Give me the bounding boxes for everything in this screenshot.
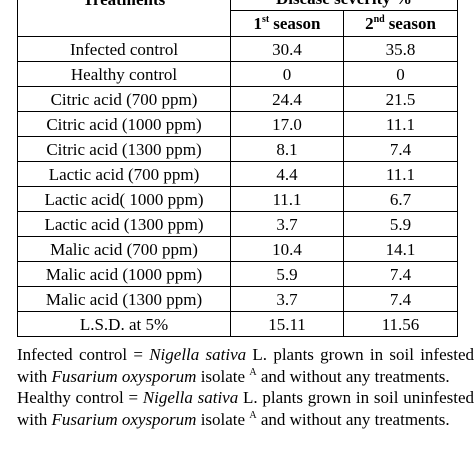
- notes: Infected control = Nigella sativa L. pla…: [17, 344, 474, 430]
- treatments-header: Treatments: [17, 0, 231, 37]
- note-text: A: [249, 366, 257, 378]
- treatment-cell: Citric acid (700 ppm): [17, 86, 231, 112]
- severity-cell: 7.4: [343, 136, 458, 162]
- season-number: 2: [365, 14, 374, 33]
- table-row: Infected control 30.4 35.8: [17, 36, 458, 62]
- severity-cell: 11.1: [343, 111, 458, 137]
- note-text: L. plants grown in soil infested with: [17, 345, 474, 386]
- severity-cell: 7.4: [343, 261, 458, 287]
- severity-cell: 14.1: [343, 236, 458, 262]
- season-text: season: [273, 14, 321, 33]
- severity-cell: 30.4: [230, 36, 344, 62]
- treatment-cell: Malic acid (1000 ppm): [17, 261, 231, 287]
- severity-cell: 6.7: [343, 186, 458, 212]
- season-text: season: [388, 14, 436, 33]
- table-row: Lactic acid (700 ppm) 4.4 11.1: [17, 161, 458, 187]
- table-row: Citric acid (1300 ppm) 8.1 7.4: [17, 136, 458, 162]
- severity-cell: 0: [230, 61, 344, 87]
- table-row: Malic acid (1300 ppm) 3.7 7.4: [17, 286, 458, 312]
- season-suffix: st: [262, 14, 270, 25]
- severity-cell: 5.9: [230, 261, 344, 287]
- note-text: and without any treatments.: [256, 409, 450, 429]
- severity-cell: 24.4: [230, 86, 344, 112]
- note-text: Fusarium oxysporum: [51, 409, 197, 429]
- note-text: A: [249, 409, 257, 421]
- season-header: 1st season: [230, 10, 344, 37]
- treatment-cell: L.S.D. at 5%: [17, 311, 231, 337]
- note: Infected control = Nigella sativa L. pla…: [17, 344, 474, 387]
- severity-cell: 3.7: [230, 286, 344, 312]
- note-text: isolate: [196, 409, 250, 429]
- severity-cell: 7.4: [343, 286, 458, 312]
- severity-table: Treatments Disease severity % 1stseason2…: [17, 0, 458, 337]
- severity-cell: 5.9: [343, 211, 458, 237]
- note-text: isolate: [196, 366, 250, 386]
- severity-cell: 11.1: [230, 186, 344, 212]
- severity-cell: 11.1: [343, 161, 458, 187]
- treatment-cell: Lactic acid (1300 ppm): [17, 211, 231, 237]
- severity-cell: 11.56: [343, 311, 458, 337]
- severity-cell: 10.4: [230, 236, 344, 262]
- treatment-cell: Lactic acid( 1000 ppm): [17, 186, 231, 212]
- treatment-cell: Malic acid (1300 ppm): [17, 286, 231, 312]
- note-text: and without any treatments.: [256, 366, 450, 386]
- note: Healthy control = Nigella sativa L. plan…: [17, 387, 474, 430]
- treatment-cell: Infected control: [17, 36, 231, 62]
- table-row: Citric acid (1000 ppm) 17.0 11.1: [17, 111, 458, 137]
- note-text: Fusarium oxysporum: [51, 366, 197, 386]
- note-text: L. plants grown in soil uninfested with: [17, 388, 474, 429]
- severity-cell: 8.1: [230, 136, 344, 162]
- table-row: Healthy control 0 0: [17, 61, 458, 87]
- treatment-cell: Citric acid (1300 ppm): [17, 136, 231, 162]
- note-text: Nigella sativa: [142, 388, 239, 407]
- severity-cell: 35.8: [343, 36, 458, 62]
- severity-cell: 0: [343, 61, 458, 87]
- treatment-cell: Citric acid (1000 ppm): [17, 111, 231, 137]
- season-number: 1: [253, 14, 263, 33]
- severity-cell: 3.7: [230, 211, 344, 237]
- season-suffix: nd: [373, 14, 385, 25]
- season-header: 2nd season: [343, 10, 458, 37]
- table-row: Malic acid (700 ppm) 10.4 14.1: [17, 236, 458, 262]
- treatment-cell: Malic acid (700 ppm): [17, 236, 231, 262]
- table-row: Malic acid (1000 ppm) 5.9 7.4: [17, 261, 458, 287]
- severity-cell: 15.11: [230, 311, 344, 337]
- note-text: Infected control =: [17, 345, 150, 364]
- severity-cell: 21.5: [343, 86, 458, 112]
- severity-cell: 17.0: [230, 111, 344, 137]
- severity-cell: 4.4: [230, 161, 344, 187]
- treatment-cell: Healthy control: [17, 61, 231, 87]
- group-header: Disease severity %: [230, 0, 458, 11]
- note-text: Nigella sativa: [149, 345, 247, 364]
- note-text: Healthy control =: [17, 388, 143, 407]
- table-row: Lactic acid (1300 ppm) 3.7 5.9: [17, 211, 458, 237]
- table-row: Lactic acid( 1000 ppm) 11.1 6.7: [17, 186, 458, 212]
- table-row: Citric acid (700 ppm) 24.4 21.5: [17, 86, 458, 112]
- treatment-cell: Lactic acid (700 ppm): [17, 161, 231, 187]
- table-row: L.S.D. at 5% 15.11 11.56: [17, 311, 458, 337]
